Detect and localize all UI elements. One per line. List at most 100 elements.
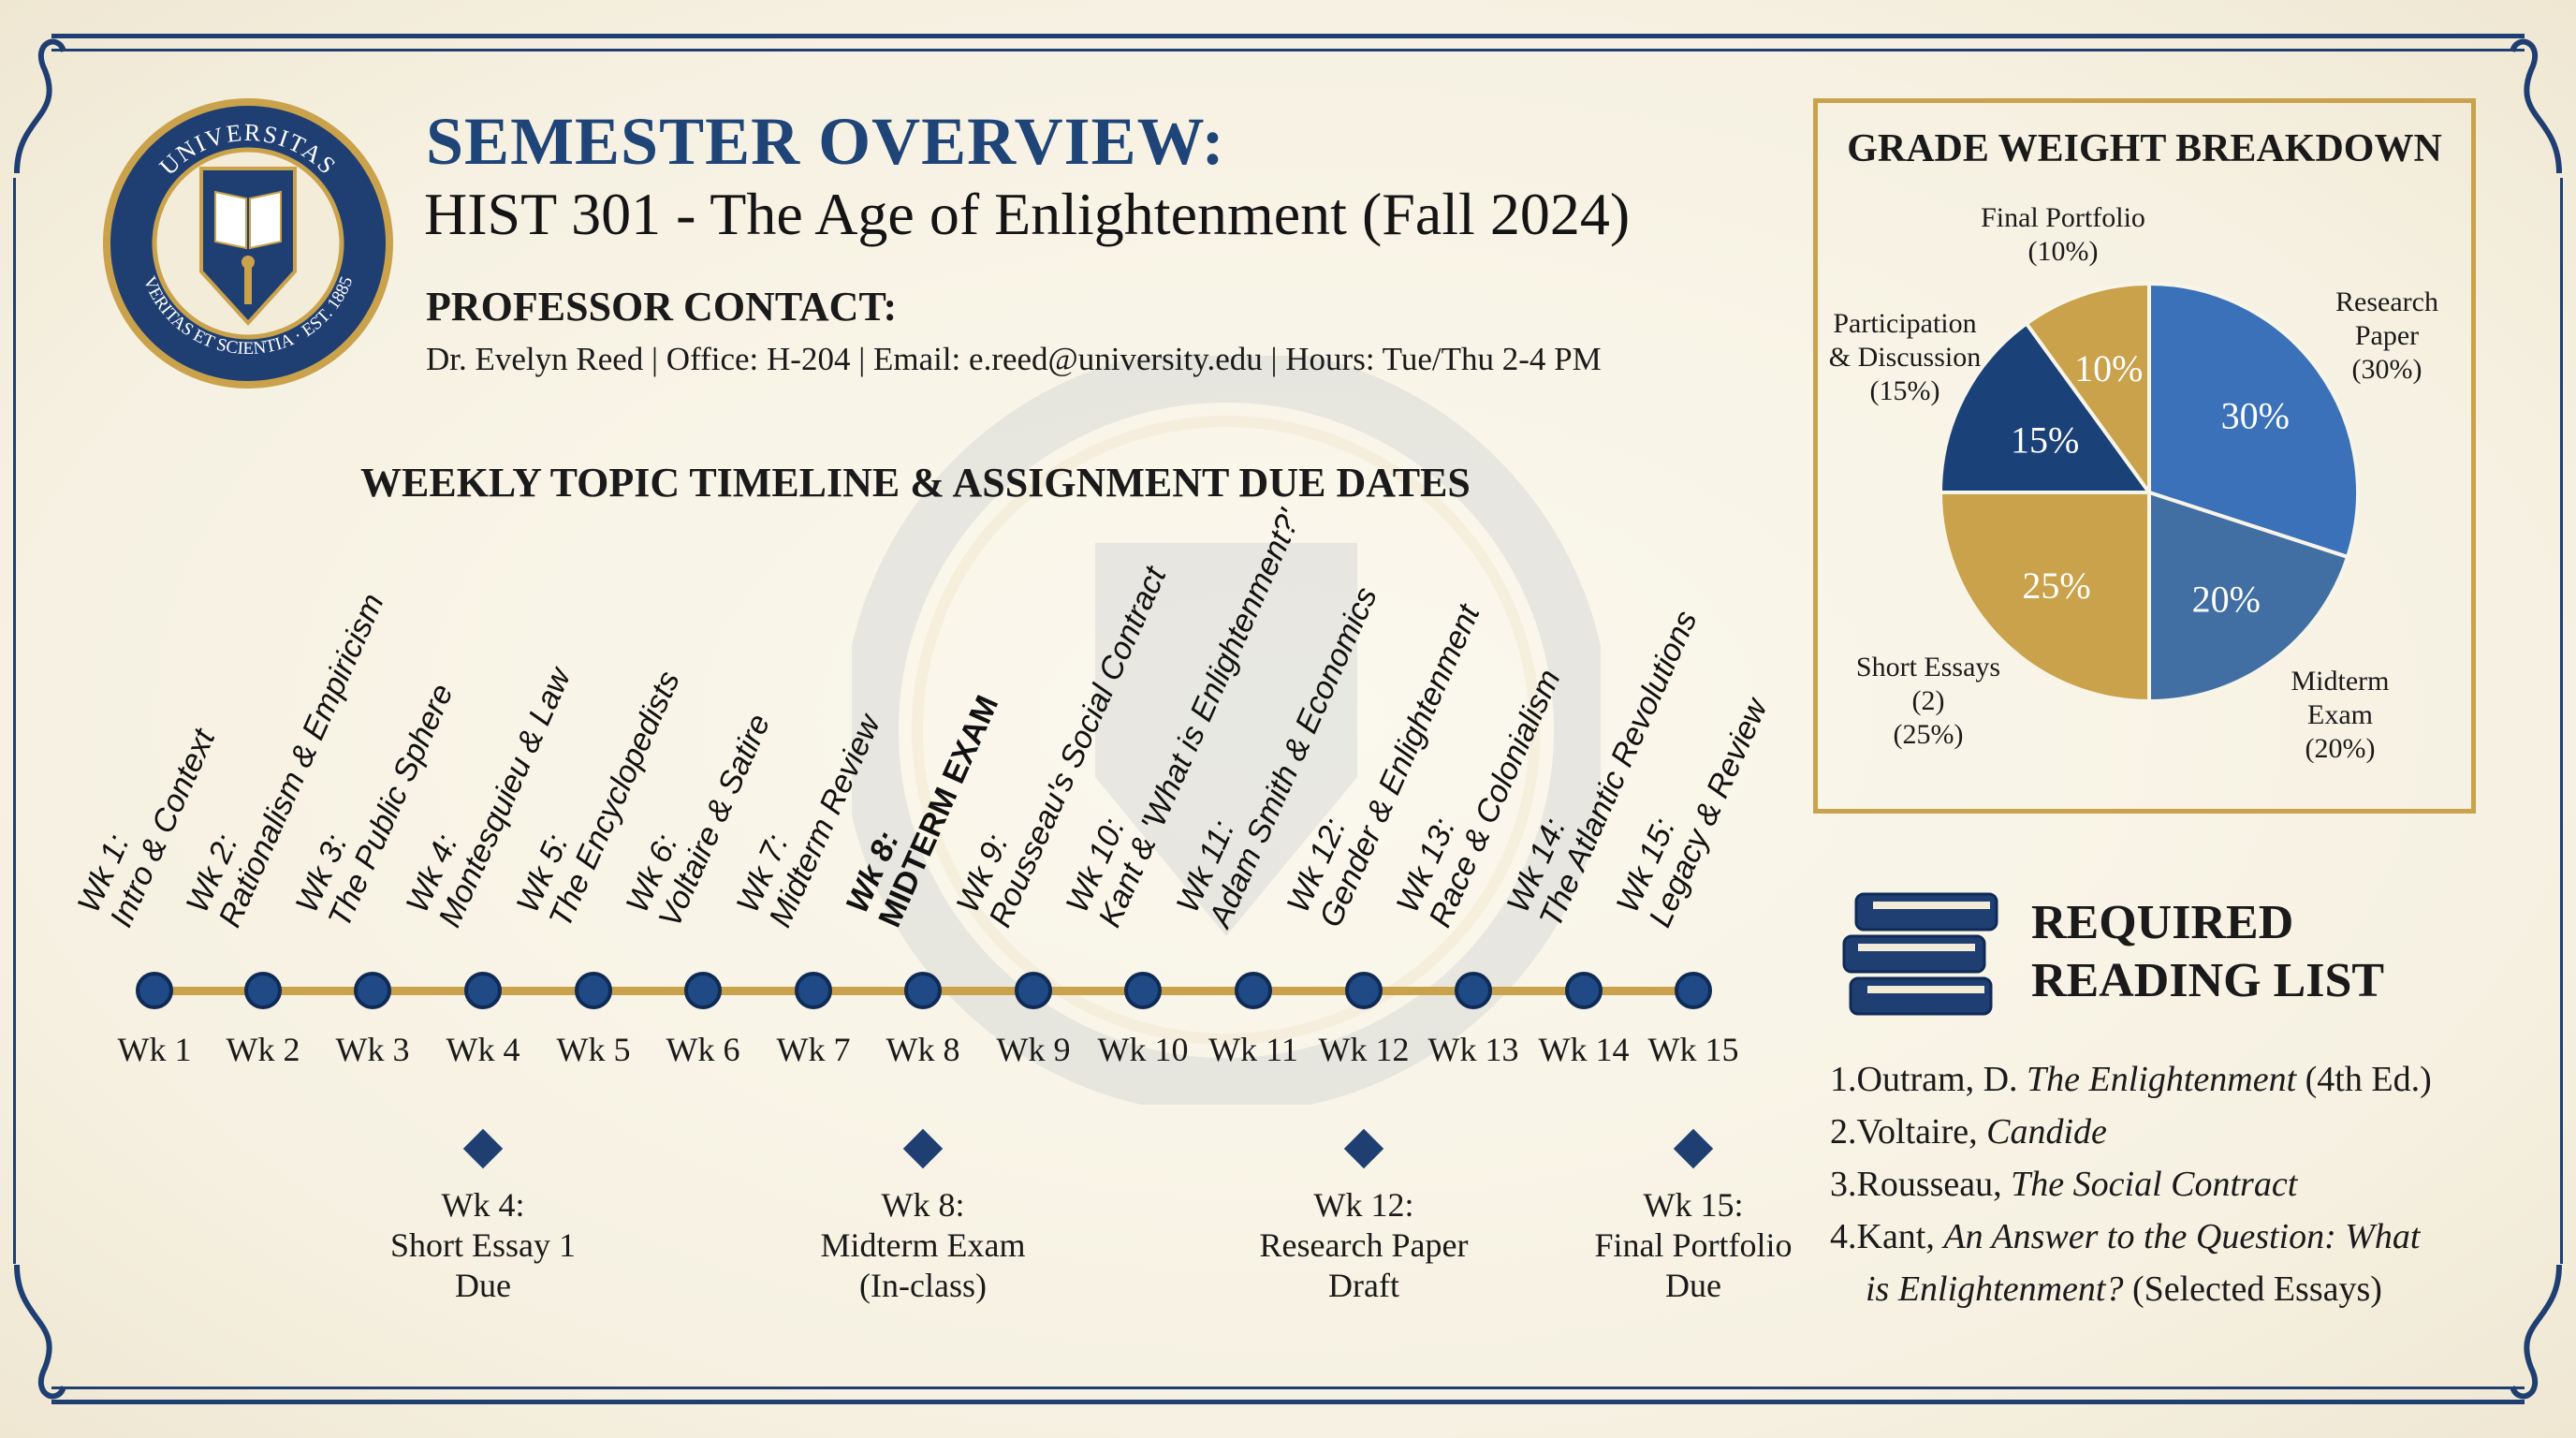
corner-flourish-icon xyxy=(2510,1264,2562,1400)
timeline-node xyxy=(684,972,722,1009)
deadline-label: Wk 15: Final Portfolio Due xyxy=(1572,1185,1815,1306)
timeline-node xyxy=(1235,972,1272,1009)
reading-item: 4.Kant, An Answer to the Question: What xyxy=(1830,1211,2420,1263)
reading-item-author: Outram, D. xyxy=(1856,1060,2027,1099)
pie-label-line: Exam xyxy=(2307,699,2373,730)
top-border-inner xyxy=(51,49,2525,51)
timeline-node xyxy=(244,972,282,1009)
timeline-node xyxy=(1015,972,1052,1009)
deadline-line: Midterm Exam xyxy=(820,1226,1026,1264)
pie-slice-label: Final Portfolio (10%) xyxy=(1951,201,2175,269)
bottom-border xyxy=(51,1400,2525,1404)
timeline-node xyxy=(904,972,942,1009)
week-label: Wk 11 xyxy=(1208,1031,1298,1068)
pie-data-label: 20% xyxy=(2192,578,2261,620)
pie-slice xyxy=(2147,281,2360,560)
grade-pie-chart: 30% 20% 25% 15% 10% xyxy=(1938,281,2360,704)
pie-label-line: (20%) xyxy=(2305,733,2376,764)
deadline-marker-icon xyxy=(1673,1128,1714,1169)
deadline-label: Wk 4: Short Essay 1 Due xyxy=(361,1185,605,1306)
reading-item-author: Voltaire, xyxy=(1856,1112,1987,1152)
reading-item-number: 2. xyxy=(1830,1112,1857,1152)
contact-details: Dr. Evelyn Reed | Office: H-204 | Email:… xyxy=(426,341,1602,377)
bottom-border-inner xyxy=(51,1387,2525,1389)
deadline-line: Final Portfolio xyxy=(1594,1226,1793,1264)
pie-label-line: Research xyxy=(2335,286,2438,317)
deadline-line: Wk 4: xyxy=(441,1186,525,1224)
reading-item-note: (Selected Essays) xyxy=(2123,1269,2382,1309)
reading-item: 1.Outram, D. The Enlightenment (4th Ed.) xyxy=(1830,1053,2432,1106)
reading-item-title: is Enlightenment? xyxy=(1866,1269,2124,1309)
books-icon xyxy=(1842,892,1998,1016)
top-border xyxy=(51,34,2525,38)
deadline-line: (In-class) xyxy=(859,1267,987,1304)
pie-slice-label: Midterm Exam (20%) xyxy=(2228,665,2452,766)
timeline-node xyxy=(575,972,612,1009)
reading-heading-line: REQUIRED xyxy=(2031,896,2294,949)
pie-slice xyxy=(2024,281,2151,499)
timeline-node xyxy=(136,972,173,1009)
reading-heading-line: READING LIST xyxy=(2031,954,2385,1007)
pie-label-line: (15%) xyxy=(1869,375,1940,406)
reading-item-number: 1. xyxy=(1830,1060,1857,1099)
week-label: Wk 7 xyxy=(776,1031,851,1068)
deadline-line: Wk 8: xyxy=(881,1186,965,1224)
timeline-node xyxy=(1345,972,1383,1009)
pie-slice-label: Research Paper (30%) xyxy=(2275,286,2499,387)
week-label: Wk 5 xyxy=(556,1031,631,1068)
week-label: Wk 9 xyxy=(996,1031,1071,1068)
deadline-line: Draft xyxy=(1328,1267,1399,1304)
reading-item-author: Kant, xyxy=(1856,1217,1944,1256)
course-title: HIST 301 - The Age of Enlightenment (Fal… xyxy=(424,181,1631,247)
timeline-node xyxy=(1565,972,1603,1009)
pie-slice xyxy=(2147,490,2350,704)
week-label: Wk 2 xyxy=(226,1031,300,1068)
pie-slice xyxy=(1938,320,2153,494)
timeline-node xyxy=(1455,972,1492,1009)
week-label: Wk 10 xyxy=(1097,1031,1189,1068)
timeline-node xyxy=(1124,972,1162,1009)
deadline-marker-icon xyxy=(1343,1128,1384,1169)
deadline-marker-icon xyxy=(902,1128,944,1169)
week-label: Wk 14 xyxy=(1538,1031,1630,1068)
week-label: Wk 1 xyxy=(117,1031,192,1068)
reading-item: 3.Rousseau, The Social Contract xyxy=(1830,1158,2297,1211)
reading-item: 2.Voltaire, Candide xyxy=(1830,1106,2107,1158)
reading-item-note: (4th Ed.) xyxy=(2296,1060,2432,1099)
pie-slice-label: Short Essays (2) (25%) xyxy=(1816,651,2041,752)
deadline-line: Wk 12: xyxy=(1313,1186,1414,1224)
right-border xyxy=(2560,178,2563,1264)
timeline-node xyxy=(795,972,832,1009)
pie-data-label: 25% xyxy=(2022,565,2090,607)
pie-label-line: (10%) xyxy=(2027,236,2099,267)
chart-title: GRADE WEIGHT BREAKDOWN xyxy=(1847,127,2442,170)
deadline-line: Due xyxy=(1665,1267,1721,1304)
reading-item-title: Candide xyxy=(1986,1112,2107,1152)
deadline-line: Wk 15: xyxy=(1643,1186,1744,1224)
pie-slice-label: Participation & Discussion (15%) xyxy=(1793,307,2017,408)
week-label: Wk 6 xyxy=(666,1031,740,1068)
deadline-label: Wk 8: Midterm Exam (In-class) xyxy=(801,1185,1045,1306)
pie-slice xyxy=(1938,491,2151,704)
timeline-heading: WEEKLY TOPIC TIMELINE & ASSIGNMENT DUE D… xyxy=(360,460,1471,506)
university-seal-logo: UNIVERSITAS VERITAS ET SCIENTIA · EST. 1… xyxy=(103,98,393,389)
corner-flourish-icon xyxy=(14,1264,66,1400)
reading-list-heading: REQUIRED READING LIST xyxy=(2031,894,2384,1010)
week-label: Wk 3 xyxy=(335,1031,410,1068)
deadline-marker-icon xyxy=(462,1128,504,1169)
week-label: Wk 12 xyxy=(1318,1031,1410,1068)
pie-data-label: 10% xyxy=(2074,347,2143,389)
reading-item: is Enlightenment? (Selected Essays) xyxy=(1866,1263,2382,1315)
reading-item-title: An Answer to the Question: What xyxy=(1943,1217,2421,1256)
pie-label-line: Participation xyxy=(1833,308,1977,339)
pie-label-line: (2) xyxy=(1911,685,1945,716)
seal-watermark xyxy=(852,356,1601,1105)
reading-item-number: 3. xyxy=(1830,1165,1857,1204)
pie-label-line: Short Essays xyxy=(1855,652,2001,682)
pie-data-label: 15% xyxy=(2011,418,2079,461)
reading-item-title: The Social Contract xyxy=(2011,1165,2298,1204)
timeline-node xyxy=(354,972,391,1009)
week-label: Wk 8 xyxy=(886,1031,960,1068)
pie-label-line: & Discussion xyxy=(1828,342,1982,373)
grade-weight-panel xyxy=(1813,98,2476,814)
